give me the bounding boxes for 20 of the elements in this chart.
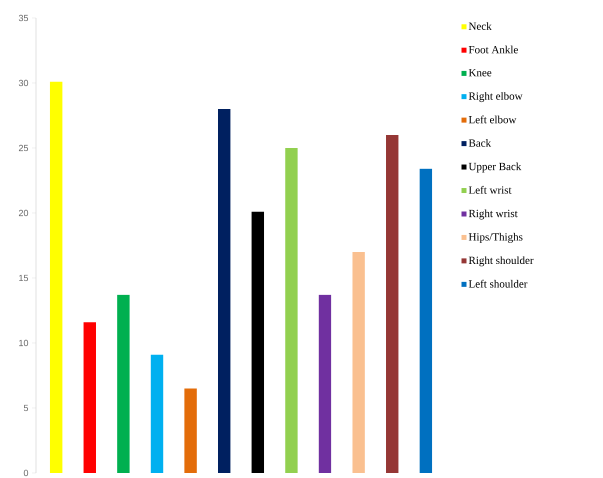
legend-label: Left elbow	[468, 115, 516, 124]
y-tick-label: 30	[18, 80, 28, 86]
y-tick-label: 10	[19, 340, 28, 346]
legend-label: Upper Back	[468, 162, 522, 172]
y-tick-label: 35	[18, 14, 28, 22]
legend-label: Back	[468, 139, 492, 147]
legend-label: Right shoulder	[468, 256, 534, 266]
legend-label: Left wrist	[468, 186, 512, 194]
legend-label: Knee	[468, 69, 492, 76]
legend-label: Foot Ankle	[468, 46, 518, 54]
legend-label: Neck	[468, 22, 492, 30]
y-tick-label: 15	[19, 274, 28, 282]
legend-label: Right elbow	[468, 92, 523, 102]
y-tick-label: 25	[18, 144, 28, 152]
y-tick-label: 20	[18, 210, 28, 216]
legend-label: Right wrist	[468, 209, 518, 220]
legend-label: Hips/Thighs	[468, 232, 522, 243]
y-tick-label: 5	[24, 404, 28, 412]
y-tick-label: 0	[24, 470, 28, 476]
legend-label: Left shoulder	[468, 280, 528, 288]
